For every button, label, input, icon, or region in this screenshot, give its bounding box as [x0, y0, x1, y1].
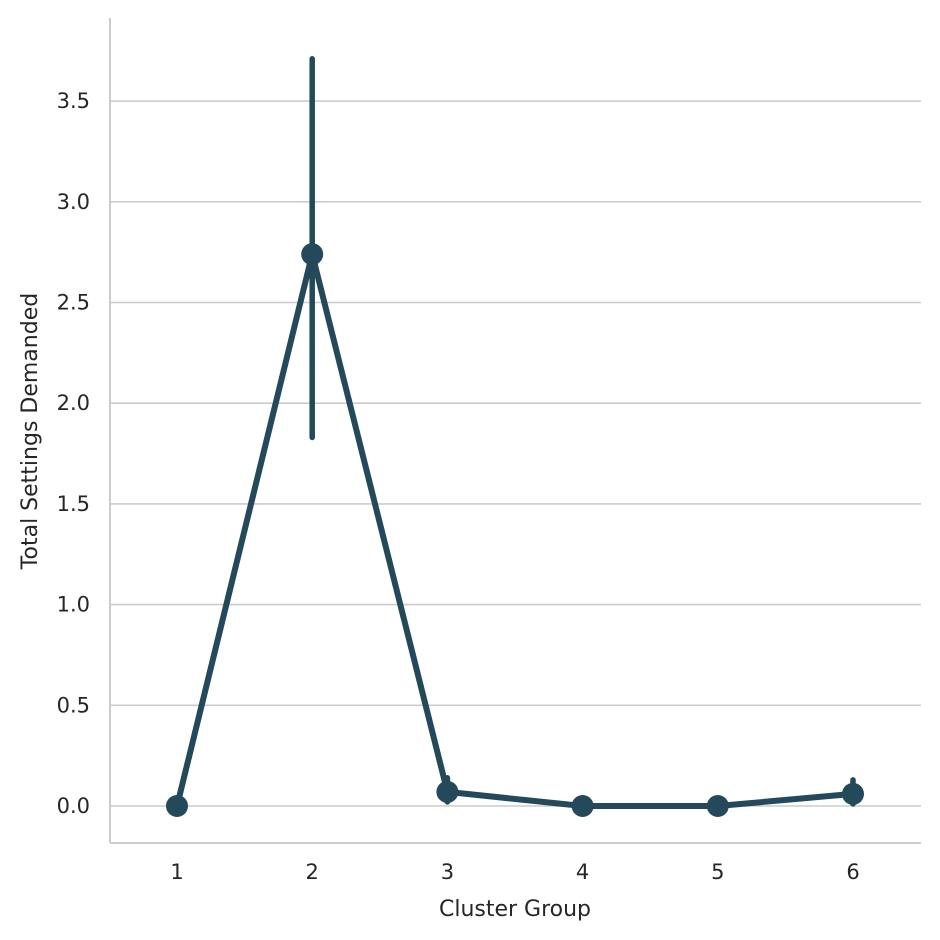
- data-point: [842, 782, 864, 805]
- x-tick-label: 1: [170, 860, 183, 884]
- series-1: [166, 56, 864, 817]
- data-point: [436, 780, 459, 803]
- y-gridlines: [110, 100, 921, 807]
- x-tick-label: 6: [846, 860, 859, 884]
- y-tick-label: 2.0: [57, 391, 90, 415]
- y-tick-label: 3.5: [57, 89, 90, 113]
- y-tick-label: 2.5: [57, 291, 90, 315]
- x-tick-label: 5: [711, 860, 724, 884]
- data-point: [706, 795, 729, 817]
- y-axis-label: Total Settings Demanded: [18, 293, 43, 570]
- y-tick-label: 1.0: [57, 593, 90, 617]
- x-tick-label: 2: [306, 860, 319, 884]
- data-point: [301, 243, 324, 266]
- data-point: [571, 795, 594, 817]
- x-tick-label: 4: [576, 860, 589, 884]
- y-tick-label: 1.5: [57, 492, 90, 516]
- y-tick-label: 0.5: [57, 693, 90, 717]
- y-tick-label: 0.0: [57, 794, 90, 818]
- axis-spines: [109, 18, 921, 844]
- y-tick-label: 3.0: [57, 190, 90, 214]
- y-tick-labels: 0.0 0.5 1.0 1.5 2.0 2.5 3.0 3.5: [57, 89, 90, 818]
- x-axis-label: Cluster Group: [439, 897, 591, 922]
- series-line: [174, 251, 856, 809]
- data-point: [166, 795, 188, 817]
- series-layer: [166, 56, 864, 817]
- x-tick-labels: 1 2 3 4 5 6: [170, 860, 859, 884]
- x-tick-label: 3: [441, 860, 454, 884]
